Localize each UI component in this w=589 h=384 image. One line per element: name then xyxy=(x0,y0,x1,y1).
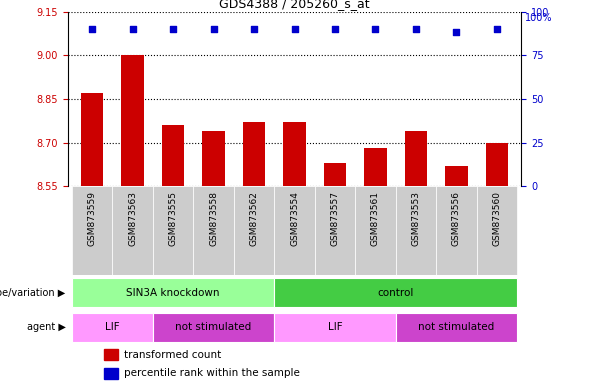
Bar xyxy=(324,163,346,186)
Text: percentile rank within the sample: percentile rank within the sample xyxy=(124,368,300,378)
Point xyxy=(452,30,461,36)
Bar xyxy=(445,166,468,186)
Bar xyxy=(274,278,517,308)
Bar xyxy=(315,186,355,275)
Text: GSM873561: GSM873561 xyxy=(371,191,380,246)
Bar xyxy=(81,93,103,186)
Bar xyxy=(72,278,274,308)
Bar xyxy=(396,313,517,342)
Bar xyxy=(283,122,306,186)
Text: agent ▶: agent ▶ xyxy=(27,322,65,333)
Point xyxy=(209,26,218,32)
Bar xyxy=(203,131,224,186)
Bar xyxy=(274,186,315,275)
Point xyxy=(492,26,502,32)
Point xyxy=(128,26,137,32)
Text: GSM873560: GSM873560 xyxy=(492,191,501,246)
Text: transformed count: transformed count xyxy=(124,350,221,360)
Text: GSM873558: GSM873558 xyxy=(209,191,218,246)
Point xyxy=(168,26,178,32)
Bar xyxy=(355,186,396,275)
Text: GSM873554: GSM873554 xyxy=(290,191,299,245)
Bar xyxy=(112,186,153,275)
Point xyxy=(290,26,299,32)
Bar xyxy=(121,55,144,186)
Bar xyxy=(153,313,274,342)
Point xyxy=(411,26,421,32)
Bar xyxy=(153,186,193,275)
Bar xyxy=(162,125,184,186)
Text: GSM873553: GSM873553 xyxy=(412,191,421,246)
Bar xyxy=(405,131,427,186)
Text: not stimulated: not stimulated xyxy=(418,322,495,333)
Text: GSM873556: GSM873556 xyxy=(452,191,461,246)
Text: not stimulated: not stimulated xyxy=(176,322,252,333)
Bar xyxy=(104,349,118,360)
Text: GSM873563: GSM873563 xyxy=(128,191,137,246)
Bar xyxy=(72,313,153,342)
Text: LIF: LIF xyxy=(327,322,342,333)
Title: GDS4388 / 205260_s_at: GDS4388 / 205260_s_at xyxy=(219,0,370,10)
Bar xyxy=(72,186,112,275)
Text: 100%: 100% xyxy=(525,13,553,23)
Text: GSM873559: GSM873559 xyxy=(88,191,97,246)
Point xyxy=(330,26,340,32)
Bar xyxy=(486,142,508,186)
Bar xyxy=(396,186,436,275)
Bar xyxy=(477,186,517,275)
Bar xyxy=(193,186,234,275)
Bar xyxy=(243,122,265,186)
Bar xyxy=(234,186,274,275)
Text: control: control xyxy=(378,288,414,298)
Text: GSM873562: GSM873562 xyxy=(250,191,259,245)
Text: SIN3A knockdown: SIN3A knockdown xyxy=(126,288,220,298)
Text: GSM873557: GSM873557 xyxy=(330,191,339,246)
Text: genotype/variation ▶: genotype/variation ▶ xyxy=(0,288,65,298)
Point xyxy=(249,26,259,32)
Point xyxy=(87,26,97,32)
Bar xyxy=(104,368,118,379)
Point xyxy=(371,26,380,32)
Text: GSM873555: GSM873555 xyxy=(168,191,177,246)
Text: LIF: LIF xyxy=(105,322,120,333)
Bar xyxy=(274,313,396,342)
Bar xyxy=(365,148,386,186)
Bar xyxy=(436,186,477,275)
